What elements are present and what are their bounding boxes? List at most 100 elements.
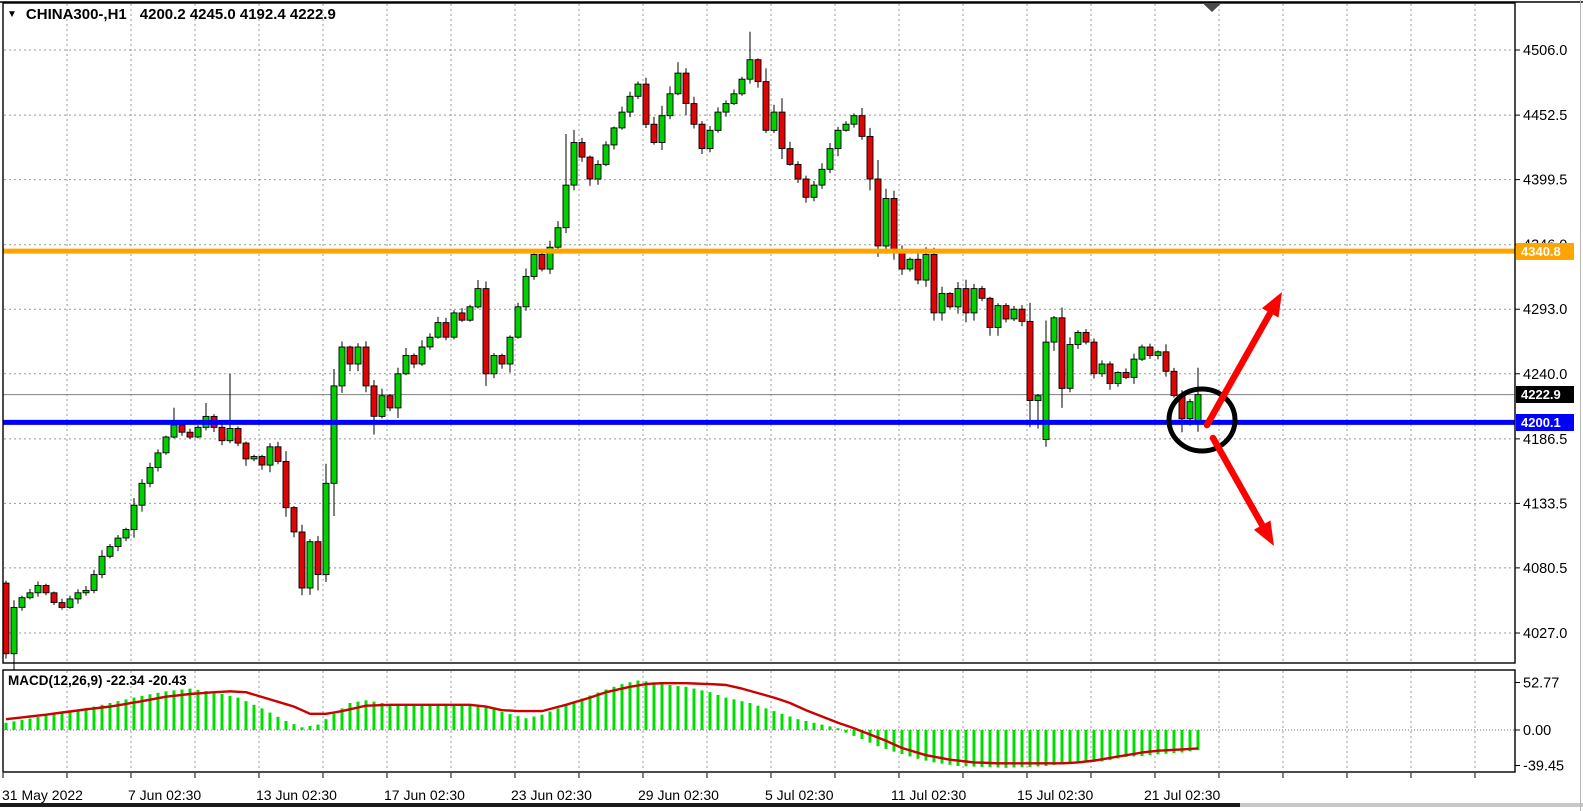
price-axis-label: 4240.0 <box>1523 367 1567 383</box>
candle <box>106 544 114 559</box>
gridlines <box>4 4 1514 771</box>
candle <box>90 569 98 594</box>
candle <box>522 268 530 311</box>
candle <box>58 598 66 610</box>
candle <box>1066 337 1074 393</box>
window-right-border <box>1580 0 1581 811</box>
macd-indicator-label: MACD(12,26,9) -22.34 -20.43 <box>8 673 187 688</box>
symbol-label: CHINA300-,H1 <box>25 6 127 23</box>
candle <box>490 353 498 379</box>
candle <box>42 583 50 596</box>
candle <box>642 77 650 128</box>
annotation-circle <box>1166 386 1238 454</box>
candle <box>818 163 826 189</box>
candle <box>250 454 258 462</box>
candle <box>1042 320 1050 447</box>
time-axis-label: 17 Jun 02:30 <box>384 787 465 803</box>
candle <box>706 126 714 153</box>
ohlc-values: 4200.2 4245.0 4192.4 4222.9 <box>139 6 336 23</box>
candle <box>1106 361 1114 390</box>
panel-borders <box>0 1 1583 773</box>
candle <box>770 104 778 133</box>
candle <box>874 160 882 257</box>
candle <box>1138 344 1146 361</box>
candle <box>394 367 402 418</box>
candle <box>474 280 482 309</box>
candle <box>386 394 394 412</box>
candle <box>698 121 706 154</box>
candle <box>50 591 58 605</box>
candle <box>778 98 786 159</box>
macd-axis: 52.77 0.00 -39.45 <box>1515 676 1564 775</box>
candle <box>762 68 770 133</box>
chart-shift-marker-icon[interactable] <box>1203 4 1221 12</box>
horizontal-scrollbar-track[interactable] <box>0 803 1583 807</box>
candle <box>1074 330 1082 349</box>
candle <box>1130 353 1138 384</box>
candle <box>66 595 74 609</box>
candle <box>1018 305 1026 327</box>
candle <box>666 86 674 120</box>
candle <box>658 105 666 150</box>
candle <box>74 589 82 604</box>
candle <box>482 281 490 386</box>
price-axis-label: 4186.5 <box>1523 432 1567 448</box>
candle <box>1058 307 1066 408</box>
time-axis: 31 May 2022 7 Jun 02:30 13 Jun 02:30 17 Jun… <box>2 773 1476 803</box>
horizontal-scrollbar-thumb[interactable] <box>0 803 1240 807</box>
candle <box>914 252 922 285</box>
price-axis-label: 4506.0 <box>1523 43 1567 59</box>
candle <box>162 435 170 455</box>
candle <box>290 506 298 538</box>
candle <box>930 247 938 321</box>
candle <box>10 600 18 671</box>
candle <box>714 107 722 133</box>
candle <box>1162 344 1170 377</box>
candle <box>130 498 138 538</box>
candle <box>506 335 514 373</box>
time-axis-label: 15 Jul 02:30 <box>1017 787 1093 803</box>
candle <box>426 333 434 350</box>
time-axis-label: 29 Jun 02:30 <box>638 787 719 803</box>
candle <box>330 369 338 516</box>
candle <box>954 282 962 314</box>
candle <box>202 403 210 431</box>
candle <box>922 247 930 287</box>
candle <box>1154 350 1162 360</box>
candle <box>346 345 354 372</box>
symbol-dropdown-icon[interactable]: ▼ <box>7 9 17 20</box>
candle <box>194 425 202 439</box>
macd-axis-label: -39.45 <box>1523 759 1564 775</box>
candle <box>114 535 122 552</box>
candle <box>906 257 914 272</box>
candle <box>1002 303 1010 323</box>
candle <box>450 310 458 340</box>
candle <box>754 58 762 88</box>
candle <box>434 316 442 339</box>
candle <box>186 428 194 439</box>
candle <box>578 137 586 162</box>
candle <box>682 68 690 116</box>
time-axis-label: 7 Jun 02:30 <box>128 787 201 803</box>
candle <box>154 449 162 472</box>
candle <box>266 443 274 473</box>
candle <box>1122 368 1130 380</box>
candle <box>466 304 474 322</box>
candle <box>1170 367 1178 398</box>
candle <box>1098 360 1106 377</box>
candlesticks <box>2 31 1202 671</box>
candle <box>274 441 282 465</box>
macd-axis-label: 52.77 <box>1523 676 1559 692</box>
candle <box>1090 338 1098 379</box>
candle <box>842 121 850 132</box>
candle <box>674 62 682 96</box>
candle <box>282 451 290 517</box>
candle <box>730 89 738 106</box>
candle <box>858 108 866 140</box>
candle <box>970 283 978 321</box>
time-axis-label: 13 Jun 02:30 <box>256 787 337 803</box>
last-price-tag: 4222.9 <box>1516 386 1574 403</box>
candle <box>98 550 106 579</box>
candle <box>530 252 538 280</box>
